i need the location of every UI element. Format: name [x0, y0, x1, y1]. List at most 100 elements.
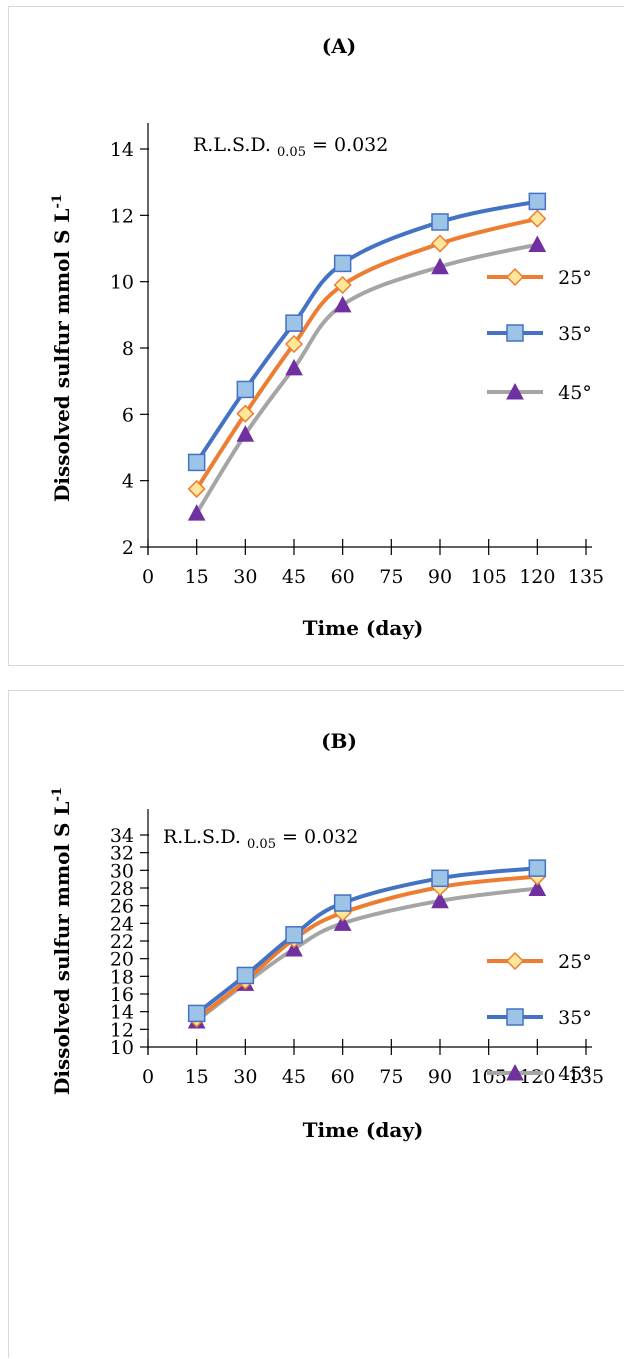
legend-item: 25° — [487, 267, 592, 289]
y-tick-label: 24 — [110, 913, 134, 935]
x-tick-label: 120 — [519, 1066, 555, 1088]
y-tick-label: 34 — [110, 825, 134, 847]
y-tick-label: 14 — [110, 1002, 134, 1024]
data-point — [236, 404, 255, 423]
rlsd-annotation: R.L.S.D. 0.05 = 0.032 — [193, 134, 388, 160]
series-1 — [187, 209, 547, 499]
legend-marker — [505, 951, 525, 971]
legend-marker — [505, 267, 525, 287]
rlsd-suffix: = 0.032 — [276, 826, 358, 848]
data-point — [528, 235, 547, 253]
y-axis-title-main: Dissolved sulfur mmol S L — [50, 802, 74, 1095]
legend-item: 25° — [487, 951, 592, 973]
data-point — [430, 234, 450, 253]
legend-marker — [506, 1008, 524, 1026]
series-line — [195, 199, 538, 464]
series-line — [195, 866, 538, 1016]
data-point — [236, 966, 255, 985]
series-line — [194, 242, 538, 515]
x-tick-label: 0 — [142, 566, 154, 588]
legend-marker — [506, 1063, 524, 1081]
series-line — [195, 874, 538, 1021]
data-point — [187, 453, 206, 472]
data-point — [187, 504, 206, 521]
y-tick-label: 10 — [110, 272, 134, 294]
legend-item: 35° — [487, 1007, 592, 1029]
x-tick-label: 105 — [471, 566, 507, 588]
series-line — [195, 886, 538, 1023]
data-point — [285, 314, 303, 332]
y-tick-label: 26 — [110, 896, 134, 918]
x-axis-title: Time (day) — [303, 616, 424, 640]
rlsd-annotation: R.L.S.D. 0.05 = 0.032 — [163, 826, 358, 852]
legend-label: 25° — [558, 267, 592, 289]
chart-a-svg: (A) 2 4 6 8 10 12 14 0 15 30 45 60 75 90 105 120 135 Time … — [50, 34, 604, 640]
x-tick-label: 90 — [428, 566, 452, 588]
y-tick-label: 4 — [122, 471, 134, 493]
x-tick-label: 75 — [379, 1066, 403, 1088]
data-point — [285, 939, 303, 957]
y-tick-label: 18 — [110, 966, 134, 988]
data-point — [333, 894, 352, 912]
data-point — [333, 295, 352, 313]
y-tick-label: 22 — [110, 931, 134, 953]
y-tick-label: 14 — [110, 139, 134, 161]
y-axis-title-superscript: -1 — [50, 787, 65, 801]
data-point — [236, 380, 255, 399]
chart-title: (A) — [322, 34, 356, 58]
y-tick-label: 2 — [122, 537, 134, 559]
data-point — [285, 926, 303, 944]
data-point — [528, 192, 547, 211]
y-tick-label: 32 — [110, 843, 134, 865]
y-tick-label: 12 — [110, 1019, 134, 1041]
x-tick-label: 45 — [282, 1066, 306, 1088]
y-axis-title-superscript: -1 — [50, 194, 65, 208]
x-tick-label: 30 — [233, 1066, 257, 1088]
y-tick-label: 6 — [122, 404, 134, 426]
rlsd-prefix: R.L.S.D. — [193, 134, 277, 156]
rlsd-suffix: = 0.032 — [306, 134, 388, 156]
x-tick-label: 120 — [519, 566, 555, 588]
data-point — [333, 914, 352, 931]
data-point — [431, 891, 449, 909]
data-point — [431, 869, 449, 888]
data-point — [284, 334, 304, 354]
y-axis-title: Dissolved sulfur mmol S L-1 — [50, 194, 74, 502]
rlsd-subscript: 0.05 — [247, 837, 276, 852]
data-point — [285, 358, 303, 376]
series-3 — [187, 235, 547, 521]
legend-marker — [506, 382, 524, 400]
x-tick-label: 0 — [142, 1066, 154, 1088]
legend-marker — [506, 324, 524, 342]
x-tick-label: 15 — [185, 1066, 209, 1088]
x-axis-title: Time (day) — [303, 1118, 424, 1142]
x-tick-label: 135 — [568, 566, 604, 588]
chart-panel-b: (B) 10 12 14 16 18 20 22 24 26 28 30 32 34 0 15 30 45 60 75… — [8, 690, 624, 1358]
rlsd-prefix: R.L.S.D. — [163, 826, 247, 848]
legend-label: 35° — [558, 1007, 592, 1029]
rlsd-subscript: 0.05 — [277, 145, 306, 160]
data-point — [236, 425, 255, 442]
legend-item: 45° — [487, 1063, 592, 1085]
legend-label: 25° — [558, 951, 592, 973]
series-2 — [187, 859, 547, 1023]
x-tick-label: 15 — [185, 566, 209, 588]
legend-item: 45° — [487, 382, 592, 404]
x-tick-label: 90 — [428, 1066, 452, 1088]
series-3 — [187, 879, 547, 1029]
legend-label: 35° — [558, 323, 592, 345]
y-axis-title-main: Dissolved sulfur mmol S L — [50, 209, 74, 502]
series-2 — [187, 192, 547, 472]
legend-item: 35° — [487, 323, 592, 345]
data-point — [431, 257, 449, 275]
legend-label: 45° — [558, 1063, 592, 1085]
y-tick-label: 28 — [110, 878, 134, 900]
chart-panel-a: (A) 2 4 6 8 10 12 14 0 15 30 45 60 75 90 105 120 135 Time … — [8, 6, 624, 666]
data-point — [187, 479, 206, 499]
y-tick-label: 12 — [110, 205, 134, 227]
x-tick-label: 45 — [282, 566, 306, 588]
x-tick-label: 105 — [471, 1066, 507, 1088]
x-tick-label: 75 — [379, 566, 403, 588]
data-point — [333, 254, 352, 273]
